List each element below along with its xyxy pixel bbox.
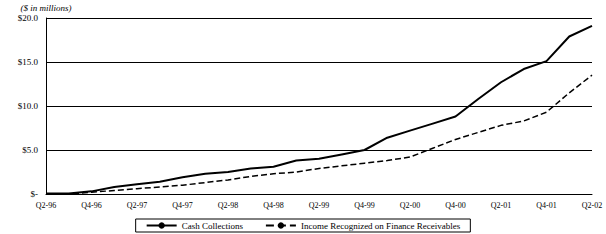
svg-text:$10.0: $10.0 (18, 101, 39, 111)
svg-text:Q2-02: Q2-02 (582, 201, 602, 210)
svg-text:$-: $- (31, 189, 39, 199)
svg-text:Q4-98: Q4-98 (263, 201, 283, 210)
svg-text:$5.0: $5.0 (22, 145, 38, 155)
svg-text:Q2-98: Q2-98 (218, 201, 238, 210)
svg-text:Income Recognized on Finance R: Income Recognized on Finance Receivables (301, 221, 461, 231)
svg-text:$15.0: $15.0 (18, 57, 39, 67)
svg-text:Q4-99: Q4-99 (354, 201, 374, 210)
svg-text:Q4-96: Q4-96 (81, 201, 101, 210)
svg-text:Q2-99: Q2-99 (309, 201, 329, 210)
svg-text:Q4-00: Q4-00 (445, 201, 465, 210)
svg-text:Q2-96: Q2-96 (36, 201, 56, 210)
svg-text:Q2-01: Q2-01 (491, 201, 511, 210)
svg-text:($ in millions): ($ in millions) (21, 3, 72, 13)
svg-text:Cash Collections: Cash Collections (182, 221, 244, 231)
svg-text:Q4-01: Q4-01 (536, 201, 556, 210)
svg-text:$20.0: $20.0 (18, 13, 39, 23)
svg-text:Q2-00: Q2-00 (400, 201, 420, 210)
svg-text:Q2-97: Q2-97 (127, 201, 147, 210)
svg-text:Q4-97: Q4-97 (172, 201, 192, 210)
